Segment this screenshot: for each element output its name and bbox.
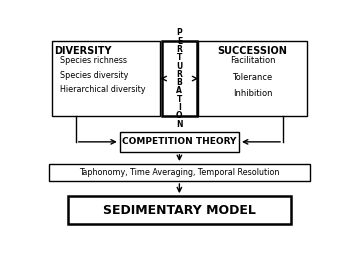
- Text: COMPETITION THEORY: COMPETITION THEORY: [122, 137, 237, 146]
- Text: SEDIMENTARY MODEL: SEDIMENTARY MODEL: [103, 204, 256, 217]
- Text: Species diversity: Species diversity: [55, 70, 128, 80]
- Text: Species richness: Species richness: [55, 56, 127, 66]
- Text: DIVERSITY: DIVERSITY: [55, 46, 112, 56]
- Text: P
E
R
T
U
R
B
A
T
I
O
N: P E R T U R B A T I O N: [176, 28, 183, 129]
- Text: Hierarchical diversity: Hierarchical diversity: [55, 85, 145, 94]
- Bar: [49, 164, 309, 181]
- Bar: [198, 41, 307, 116]
- Bar: [162, 41, 197, 116]
- Text: SUCCESSION: SUCCESSION: [218, 46, 288, 56]
- Text: Inhibition: Inhibition: [233, 88, 272, 98]
- Bar: [52, 41, 160, 116]
- Bar: [68, 196, 290, 224]
- Bar: [120, 132, 239, 152]
- Text: Facilitation: Facilitation: [230, 56, 275, 66]
- Text: Tolerance: Tolerance: [232, 73, 273, 81]
- Text: Taphonomy, Time Averaging, Temporal Resolution: Taphonomy, Time Averaging, Temporal Reso…: [79, 168, 280, 177]
